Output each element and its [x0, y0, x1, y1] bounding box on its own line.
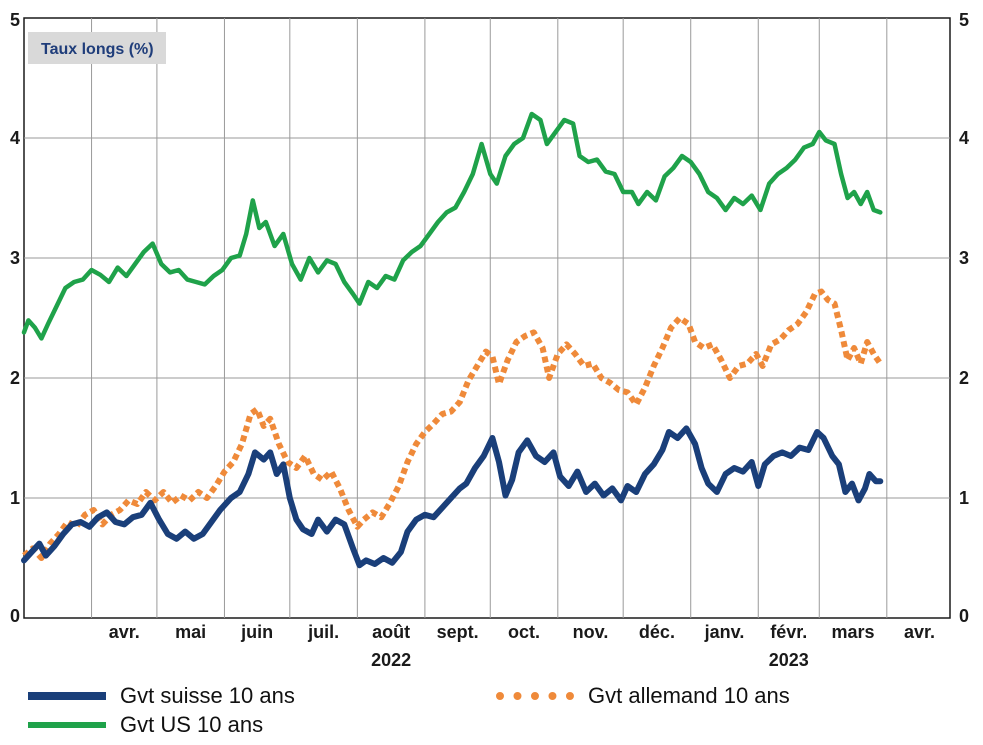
y-tick-label-left: 1: [10, 488, 20, 508]
x-tick-label: janv.: [704, 622, 745, 642]
x-tick-label: déc.: [639, 622, 675, 642]
series-line-gvt-allemand-10-ans: [22, 288, 883, 561]
legend-item-us: Gvt US 10 ans: [28, 712, 263, 738]
x-tick-label: août: [372, 622, 410, 642]
line-chart: 0 0 1 1 2 2 3 3 4 4 5 5 avr. mai juin juil. août sept. oct…: [10, 10, 969, 670]
legend-label-us: Gvt US 10 ans: [120, 712, 264, 737]
legend-swatch-allemand: [496, 692, 574, 700]
x-tick-label: oct.: [508, 622, 540, 642]
series-layer: [21, 111, 884, 569]
axis-ticks: 0 0 1 1 2 2 3 3 4 4 5 5 avr. mai juin juil. août sept. oct…: [10, 10, 969, 670]
x-tick-label: févr.: [770, 622, 807, 642]
series-line-gvt-suisse-10-ans: [21, 425, 884, 569]
legend-item-suisse: Gvt suisse 10 ans: [28, 683, 295, 709]
x-year-label: 2023: [769, 650, 809, 670]
y-tick-label-left: 4: [10, 128, 20, 148]
y-tick-label-right: 0: [959, 606, 969, 626]
y-tick-label-left: 2: [10, 368, 20, 388]
x-tick-label: avr.: [109, 622, 140, 642]
y-axis-title: Taux longs (%): [41, 41, 154, 58]
y-tick-label-right: 5: [959, 10, 969, 30]
x-tick-label: avr.: [904, 622, 935, 642]
x-year-label: 2022: [371, 650, 411, 670]
x-tick-label: juin: [240, 622, 273, 642]
x-tick-label: nov.: [573, 622, 609, 642]
y-tick-label-left: 3: [10, 248, 20, 268]
y-tick-label-right: 3: [959, 248, 969, 268]
legend-label-suisse: Gvt suisse 10 ans: [120, 683, 295, 708]
x-tick-label: juil.: [307, 622, 339, 642]
legend-swatch-suisse: [28, 692, 106, 700]
x-tick-label: mai: [175, 622, 206, 642]
legend-swatch-us: [28, 722, 106, 728]
legend: Gvt suisse 10 ans Gvt allemand 10 ans Gv…: [0, 670, 983, 745]
y-tick-label-right: 1: [959, 488, 969, 508]
plot-area: [23, 17, 951, 619]
x-tick-label: sept.: [437, 622, 479, 642]
y-tick-label-left: 0: [10, 606, 20, 626]
legend-item-allemand: Gvt allemand 10 ans: [496, 683, 790, 709]
y-tick-label-right: 4: [959, 128, 969, 148]
series-line-gvt-us-10-ans: [21, 111, 883, 341]
legend-label-allemand: Gvt allemand 10 ans: [588, 683, 790, 708]
y-tick-label-left: 5: [10, 10, 20, 30]
y-tick-label-right: 2: [959, 368, 969, 388]
x-tick-label: mars: [832, 622, 875, 642]
y-axis-title-box: Taux longs (%): [28, 32, 166, 64]
